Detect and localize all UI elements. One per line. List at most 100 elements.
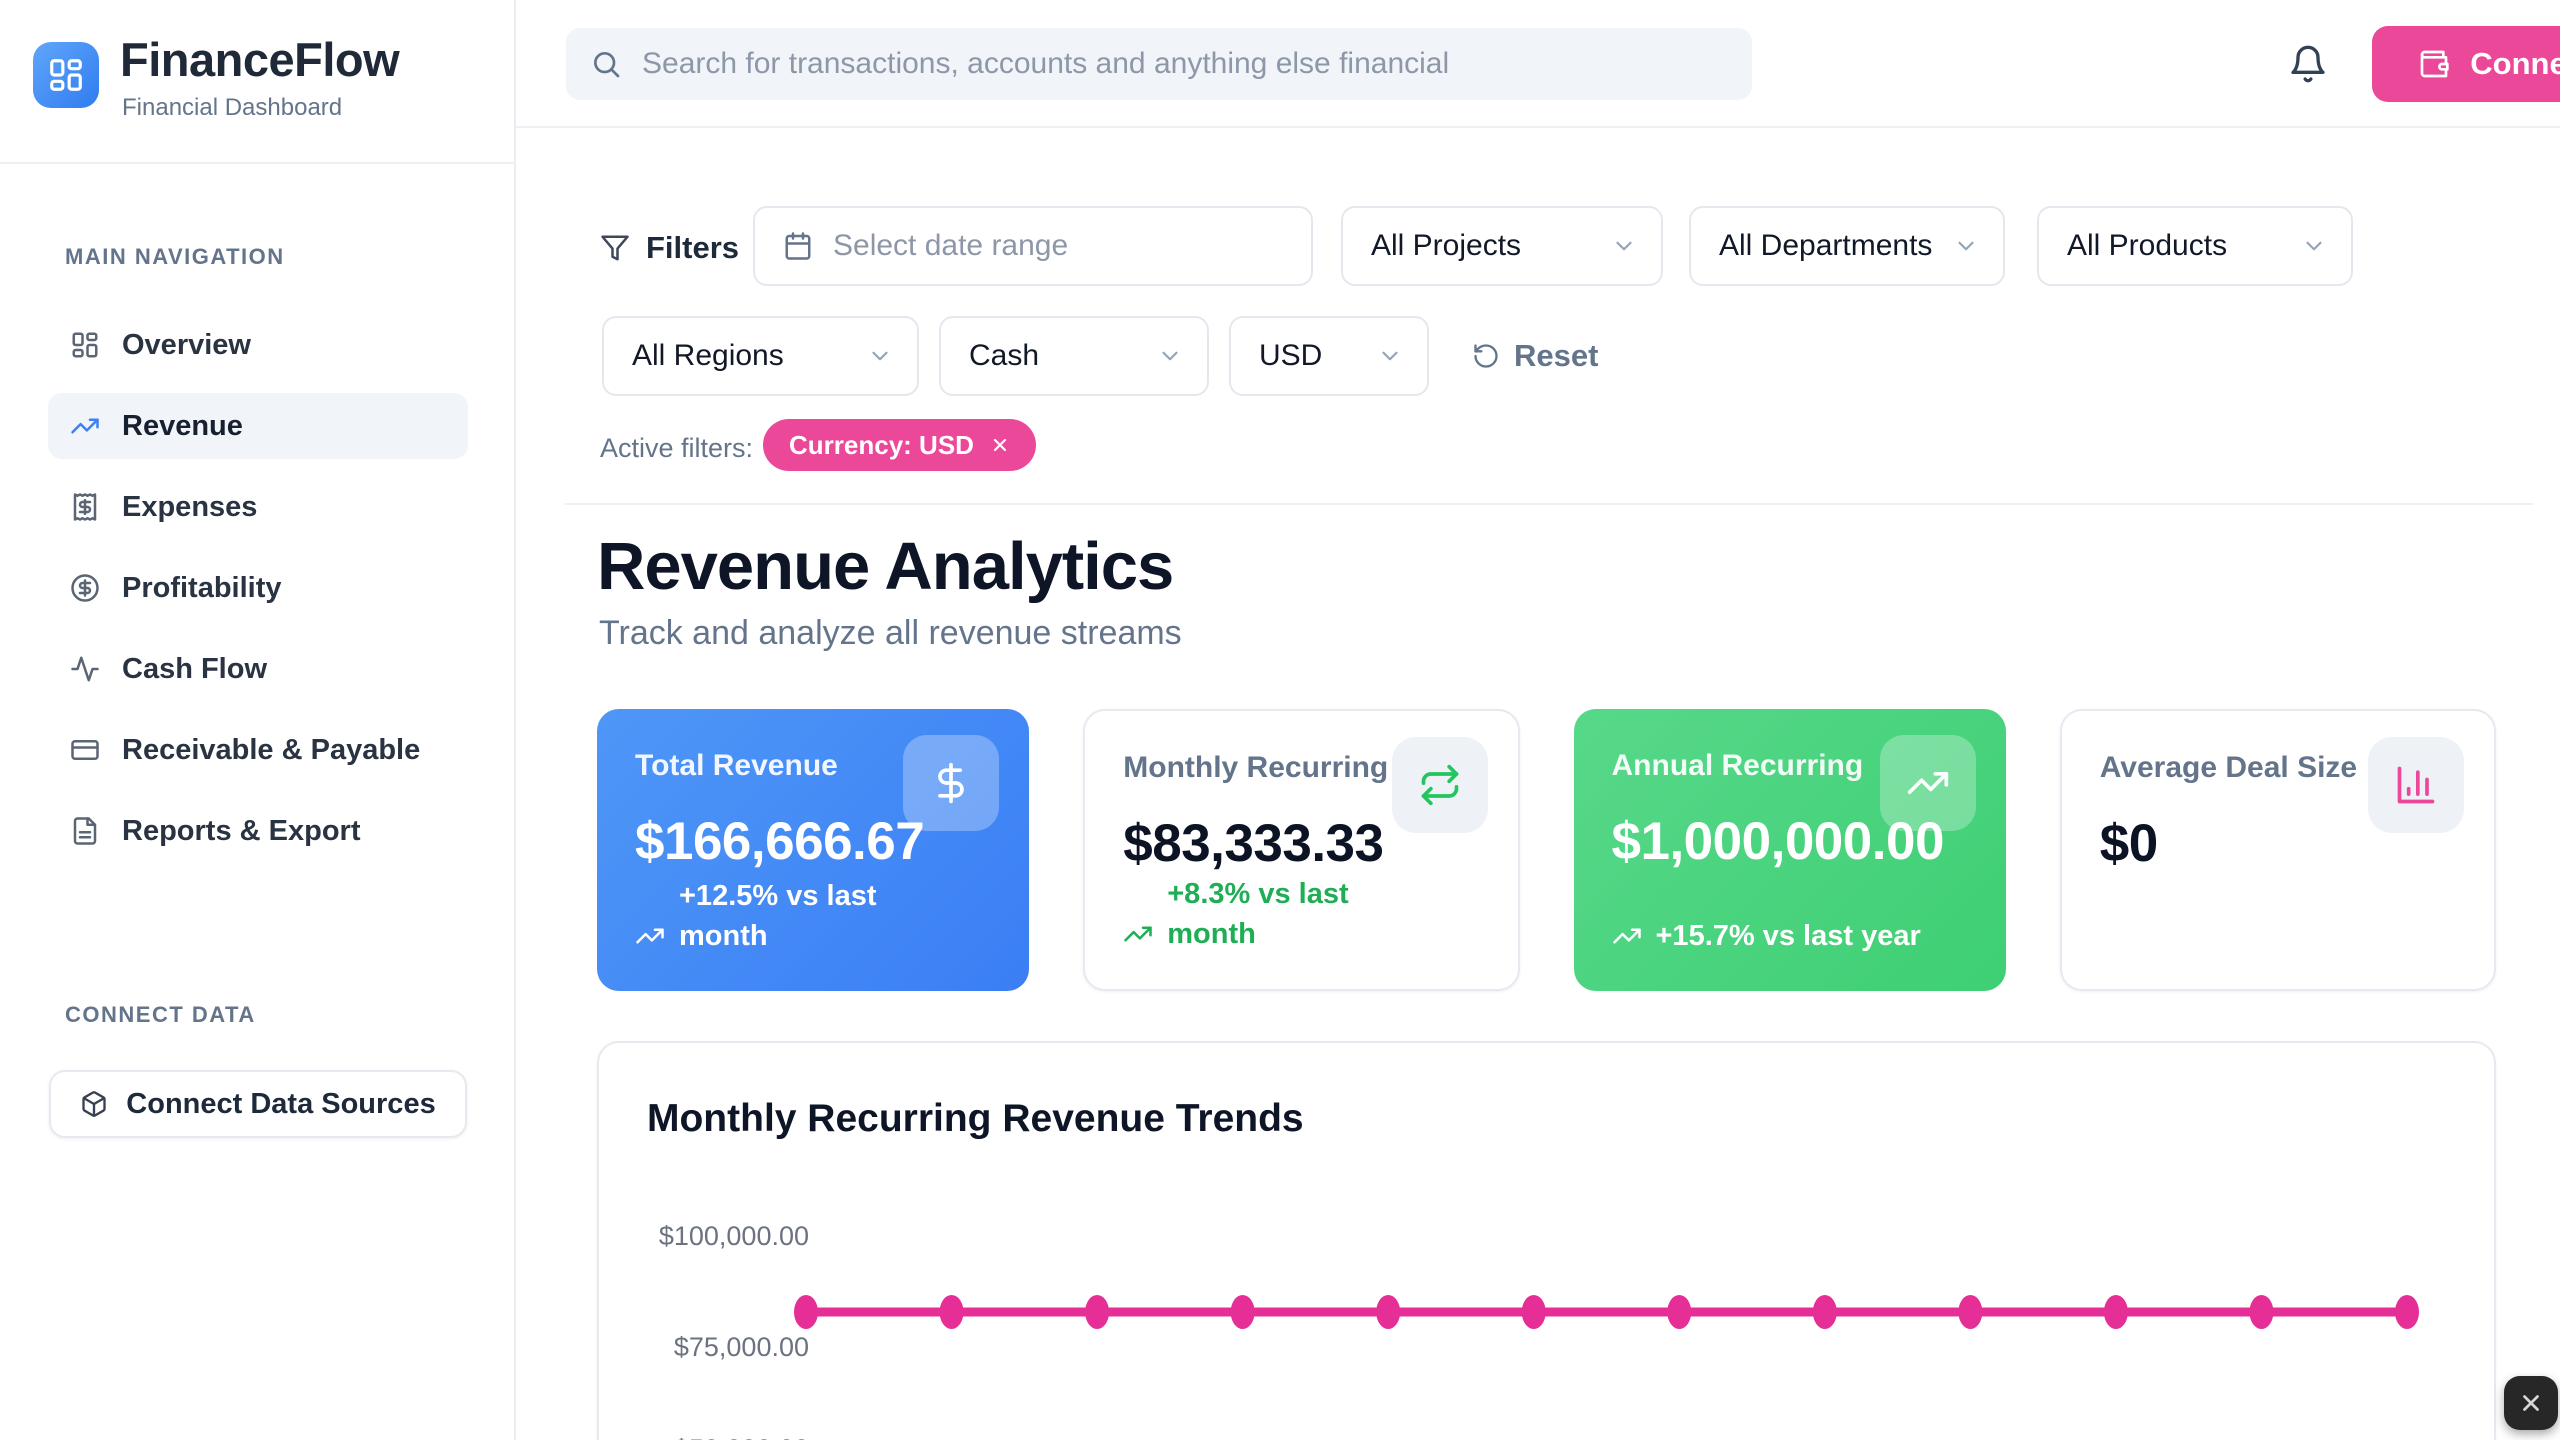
kpi-label: Total Revenue xyxy=(635,749,838,782)
trending-up-icon xyxy=(1907,772,1948,794)
sidebar-nav: Overview Revenue Expenses Profitability … xyxy=(48,312,468,864)
kpi-cards: Total Revenue $166,666.67 +12.5% vs last… xyxy=(597,709,2496,991)
connect-account-button[interactable]: Connect Account xyxy=(2372,26,2560,102)
regions-dropdown[interactable]: All Regions xyxy=(602,316,919,396)
sidebar-item-revenue[interactable]: Revenue xyxy=(48,393,468,459)
sidebar-item-expenses[interactable]: Expenses xyxy=(48,474,468,540)
receipt-icon xyxy=(73,493,97,521)
close-icon xyxy=(2523,1395,2539,1411)
mrr-trends-chart-card: Monthly Recurring Revenue Trends $100,00… xyxy=(597,1041,2496,1440)
sidebar: FinanceFlow Financial Dashboard MAIN NAV… xyxy=(0,0,516,1440)
kpi-value: $83,333.33 xyxy=(1123,814,1384,873)
trending-up-icon xyxy=(1612,928,1641,944)
chevron-down-icon xyxy=(1162,351,1178,361)
kpi-card-total-revenue: Total Revenue $166,666.67 +12.5% vs last… xyxy=(597,709,1030,991)
filters-label: Filters xyxy=(600,230,739,266)
layout-dashboard-icon xyxy=(72,332,98,358)
sidebar-item-label: Revenue xyxy=(122,409,243,442)
mrr-line-plot xyxy=(794,1295,2419,1329)
reset-filters-button[interactable]: Reset xyxy=(1472,316,1598,396)
calendar-icon xyxy=(785,232,811,260)
main-navigation-label: MAIN NAVIGATION xyxy=(65,244,285,269)
app-logo xyxy=(33,42,99,108)
trending-up-icon xyxy=(636,928,664,944)
page-title: Revenue Analytics xyxy=(597,529,1174,604)
kpi-card-monthly-recurring: Monthly Recurring $83,333.33 +8.3% vs la… xyxy=(1083,709,1520,991)
y-axis-tick: $75,000.00 xyxy=(673,1332,809,1362)
chart-title: Monthly Recurring Revenue Trends xyxy=(647,1097,1304,1140)
chevron-down-icon xyxy=(1382,351,1398,361)
kpi-delta: +12.5% vs last month xyxy=(635,876,929,957)
sidebar-item-label: Receivable & Payable xyxy=(122,733,421,766)
sidebar-item-label: Overview xyxy=(122,328,251,361)
sidebar-item-label: Cash Flow xyxy=(122,652,268,685)
connect-data-label: CONNECT DATA xyxy=(65,1002,256,1027)
active-filter-chip-currency[interactable]: Currency: USD xyxy=(763,419,1036,471)
activity-icon xyxy=(71,656,99,682)
date-range-placeholder: Select date range xyxy=(833,229,1069,262)
close-icon[interactable] xyxy=(990,435,1010,455)
sidebar-item-reports-export[interactable]: Reports & Export xyxy=(48,798,468,864)
topbar: Connect Account Exit Demo xyxy=(516,0,2560,128)
wallet-icon xyxy=(2420,50,2449,78)
chevron-down-icon xyxy=(1958,241,1974,251)
y-axis-tick: $100,000.00 xyxy=(658,1221,809,1251)
kpi-value: $1,000,000.00 xyxy=(1611,812,1945,871)
projects-dropdown[interactable]: All Projects xyxy=(1341,206,1663,286)
repeat-icon xyxy=(1421,764,1458,806)
layout-dashboard-icon xyxy=(50,59,82,91)
sidebar-item-profitability[interactable]: Profitability xyxy=(48,555,468,621)
search-icon xyxy=(594,52,620,78)
connect-data-sources-label: Connect Data Sources xyxy=(126,1087,436,1120)
kpi-icon-badge xyxy=(1391,737,1488,833)
active-filters-label: Active filters: xyxy=(600,433,754,463)
page-subtitle: Track and analyze all revenue streams xyxy=(599,614,1182,652)
kpi-delta: +15.7% vs last year xyxy=(1612,916,1921,957)
global-search[interactable] xyxy=(566,28,1752,100)
date-range-input[interactable]: Select date range xyxy=(753,206,1313,286)
box-icon xyxy=(82,1091,106,1117)
kpi-label: Annual Recurring xyxy=(1611,749,1864,782)
chevron-down-icon xyxy=(2306,241,2322,251)
trending-up-icon xyxy=(71,418,99,434)
brand-tagline: Financial Dashboard xyxy=(122,94,343,121)
reset-label: Reset xyxy=(1514,338,1599,373)
sidebar-item-label: Reports & Export xyxy=(122,814,361,847)
chip-label: Currency: USD xyxy=(789,429,974,460)
departments-dropdown[interactable]: All Departments xyxy=(1689,206,2005,286)
bar-chart-icon xyxy=(2397,766,2435,804)
notifications-button[interactable] xyxy=(2282,38,2334,90)
sidebar-item-label: Profitability xyxy=(122,571,282,604)
funnel-icon xyxy=(601,235,629,261)
dollar-sign-icon xyxy=(938,762,965,804)
sidebar-item-cash-flow[interactable]: Cash Flow xyxy=(48,636,468,702)
y-axis-tick-partial: $50,000.00 xyxy=(639,1434,809,1440)
sidebar-item-receivable-payable[interactable]: Receivable & Payable xyxy=(48,717,468,783)
kpi-card-annual-recurring: Annual Recurring $1,000,000.00 +15.7% vs… xyxy=(1573,709,2006,991)
trending-up-icon xyxy=(1124,926,1152,942)
sidebar-header-divider xyxy=(0,162,516,164)
kpi-card-average-deal-size: Average Deal Size $0 xyxy=(2059,709,2496,991)
circle-dollar-icon xyxy=(71,574,99,602)
chevron-down-icon xyxy=(872,351,888,361)
kpi-label: Monthly Recurring xyxy=(1123,751,1389,784)
sidebar-item-label: Expenses xyxy=(122,490,258,523)
payment-method-dropdown[interactable]: Cash xyxy=(939,316,1209,396)
brand-title: FinanceFlow xyxy=(120,33,400,86)
products-dropdown[interactable]: All Products xyxy=(2037,206,2353,286)
kpi-value: $0 xyxy=(2099,814,2158,873)
file-text-icon xyxy=(73,817,97,845)
content-divider xyxy=(565,503,2533,505)
kpi-delta: +8.3% vs last month xyxy=(1123,874,1417,955)
floating-close-button[interactable] xyxy=(2504,1376,2558,1430)
search-input[interactable] xyxy=(642,47,1722,81)
connect-data-sources-button[interactable]: Connect Data Sources xyxy=(49,1070,467,1138)
sidebar-item-overview[interactable]: Overview xyxy=(48,312,468,378)
currency-dropdown[interactable]: USD xyxy=(1229,316,1429,396)
kpi-icon-badge xyxy=(1879,735,1976,831)
bell-icon xyxy=(2291,45,2325,83)
connect-account-label: Connect Account xyxy=(2470,46,2560,81)
chevron-down-icon xyxy=(1616,241,1632,251)
kpi-icon-badge xyxy=(903,735,1000,831)
